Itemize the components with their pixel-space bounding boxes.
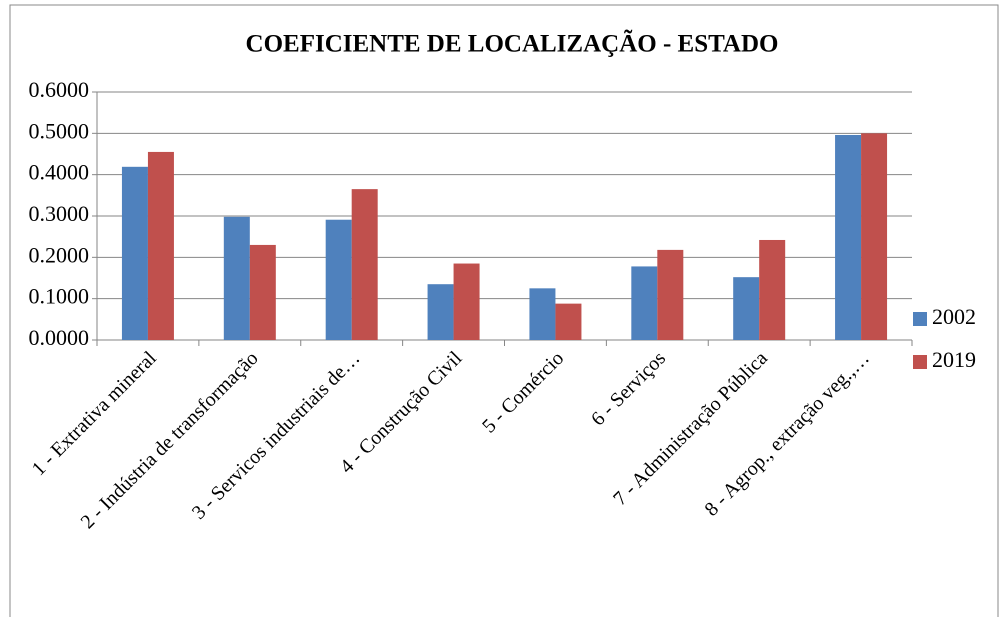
bar — [351, 189, 378, 340]
bar — [631, 266, 658, 340]
bar — [759, 239, 786, 340]
bar — [121, 166, 148, 340]
chart-border — [9, 4, 999, 617]
legend-label: 2002 — [932, 304, 976, 329]
bar — [453, 263, 480, 340]
bar — [657, 249, 684, 340]
bar — [427, 284, 454, 340]
bar — [249, 244, 276, 340]
bar — [861, 133, 888, 340]
legend-swatch — [913, 312, 927, 326]
bar — [529, 288, 556, 340]
y-tick-label: 0.0000 — [29, 325, 90, 350]
y-tick-label: 0.6000 — [29, 77, 90, 102]
bar — [835, 134, 862, 340]
y-tick-label: 0.5000 — [29, 118, 90, 143]
bar — [733, 277, 760, 340]
legend-swatch — [913, 355, 927, 369]
bar — [325, 219, 352, 340]
y-tick-label: 0.3000 — [29, 201, 90, 226]
bar — [147, 151, 174, 340]
y-tick-label: 0.2000 — [29, 242, 90, 267]
y-tick-label: 0.1000 — [29, 284, 90, 309]
legend-label: 2019 — [932, 347, 976, 372]
bar — [555, 303, 582, 340]
y-tick-label: 0.4000 — [29, 160, 90, 185]
chart-title: COEFICIENTE DE LOCALIZAÇÃO - ESTADO — [246, 30, 779, 58]
bar — [223, 216, 250, 340]
